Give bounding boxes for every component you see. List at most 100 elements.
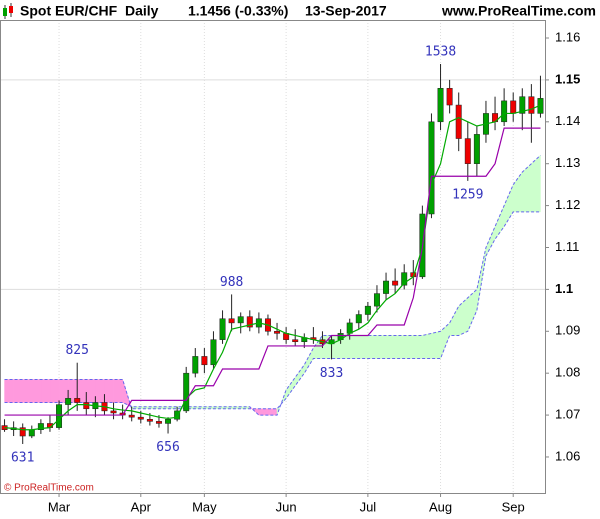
- candle-body: [128, 414, 135, 418]
- candle-body: [155, 421, 162, 424]
- symbol: Spot EUR/CHF: [20, 3, 118, 19]
- cloud: [349, 335, 360, 359]
- annotation: 656: [156, 440, 179, 455]
- cloud: [358, 335, 369, 359]
- date: 13-Sep-2017: [305, 3, 387, 19]
- cloud: [13, 379, 23, 403]
- candle-body: [219, 318, 226, 340]
- cloud: [367, 335, 378, 359]
- candle-body: [201, 356, 208, 366]
- candle-body: [373, 293, 380, 307]
- candle-body: [473, 134, 480, 164]
- cloud: [413, 335, 423, 359]
- candle-body: [292, 339, 299, 343]
- plot-area: 631 825 656 988 833 1538 1259: [0, 20, 545, 493]
- y-tick-label: 1.06: [555, 448, 580, 463]
- candle-body: [37, 423, 44, 430]
- x-tick-label: Sep: [502, 499, 525, 514]
- cloud: [385, 335, 396, 359]
- x-tick-label: May: [192, 499, 217, 514]
- candle-body: [110, 410, 117, 414]
- cloud: [22, 379, 33, 403]
- y-tick-label: 1.16: [555, 29, 580, 44]
- candle-body: [446, 88, 453, 106]
- candle-body: [56, 404, 63, 428]
- y-tick-label: 1.11: [555, 239, 579, 254]
- x-tick-label: Mar: [48, 499, 71, 514]
- indicator-line: [4, 104, 541, 431]
- y-tick-label: 1.15: [555, 71, 580, 86]
- cloud: [376, 335, 387, 359]
- cloud: [104, 379, 114, 403]
- cloud: [422, 333, 432, 359]
- logo: [3, 3, 13, 19]
- candle-body: [455, 104, 462, 139]
- candle-body: [174, 410, 181, 420]
- candle-body: [74, 398, 81, 403]
- y-tick-label: 1.12: [555, 197, 580, 212]
- candle-body: [501, 100, 508, 123]
- cloud: [113, 379, 123, 403]
- cloud: [394, 335, 405, 359]
- last-quote: 1.1456 (-0.33%): [188, 3, 288, 19]
- candle-body: [183, 372, 190, 412]
- candle-body: [192, 356, 199, 374]
- candle-body: [392, 280, 399, 286]
- x-tick-label: Jul: [360, 499, 377, 514]
- cloud: [31, 379, 42, 403]
- x-tick-label: Jun: [276, 499, 297, 514]
- y-tick-label: 1.07: [555, 407, 580, 422]
- candle-body: [65, 398, 72, 405]
- cloud: [86, 379, 96, 403]
- annotation: 1259: [452, 187, 483, 202]
- candle-body: [528, 96, 535, 114]
- annotation: 833: [320, 366, 343, 381]
- candle-body: [401, 272, 408, 286]
- y-tick-label: 1.09: [555, 323, 580, 338]
- cloud: [95, 379, 105, 403]
- cloud: [258, 408, 269, 416]
- candle-body: [137, 416, 144, 420]
- annotation: 825: [65, 343, 88, 358]
- candle-body: [28, 429, 35, 437]
- candle-body: [19, 427, 26, 437]
- candle-body: [210, 339, 217, 366]
- x-tick-label: Aug: [429, 499, 452, 514]
- cloud: [49, 379, 60, 403]
- site: www.ProRealTime.com: [441, 3, 596, 19]
- candle-body: [228, 318, 235, 324]
- x-tick-label: Apr: [131, 499, 152, 514]
- cloud: [403, 335, 414, 359]
- watermark: © ProRealTime.com: [4, 483, 94, 494]
- candle-body: [519, 96, 526, 114]
- plot-frame: [0, 20, 546, 494]
- candle-body: [437, 88, 444, 123]
- candle-body: [146, 419, 153, 422]
- cloud: [4, 379, 14, 403]
- indicator-line: [4, 127, 541, 416]
- cloud-span-line: [4, 154, 541, 416]
- y-tick-label: 1.14: [555, 113, 580, 128]
- candle-body: [428, 121, 435, 215]
- candle-body: [346, 322, 353, 334]
- candle-body: [510, 100, 517, 114]
- candle-body: [165, 419, 172, 424]
- y-tick-label: 1.08: [555, 365, 580, 380]
- cloud: [322, 335, 332, 359]
- annotation: 1538: [425, 44, 456, 59]
- candle-body: [83, 402, 90, 410]
- y-tick-label: 1.1: [555, 281, 573, 296]
- cloud: [531, 154, 541, 213]
- cloud: [431, 330, 441, 359]
- candle-body: [355, 314, 362, 324]
- y-tick-label: 1.13: [555, 155, 580, 170]
- annotation: 988: [220, 275, 243, 290]
- annotation: 631: [11, 450, 34, 465]
- candle-body: [237, 316, 244, 324]
- cloud: [40, 379, 51, 403]
- candle-body: [274, 331, 281, 334]
- candle-body: [383, 280, 390, 294]
- period: Daily: [125, 3, 159, 19]
